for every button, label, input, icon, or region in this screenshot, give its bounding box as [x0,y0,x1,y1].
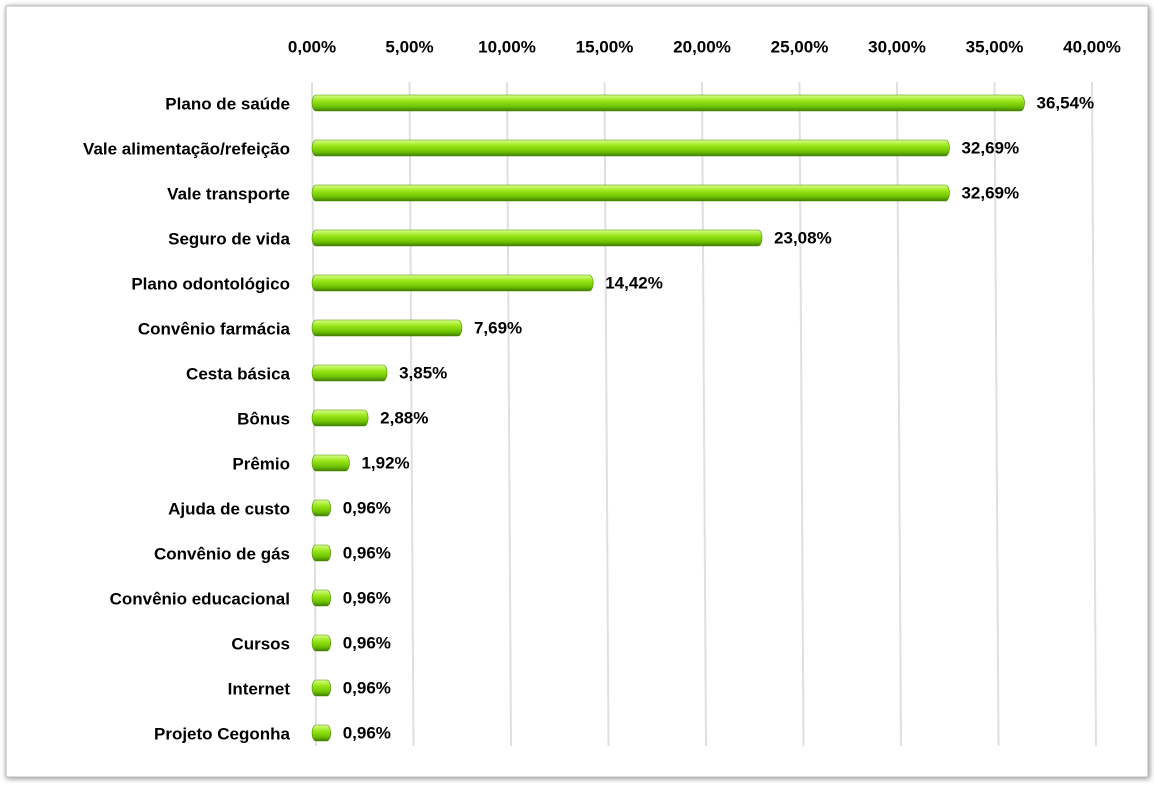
bar [311,229,763,247]
y-tick-label: Convênio educacional [110,589,290,608]
bar [311,679,332,697]
bar [311,724,332,742]
y-tick-label: Seguro de vida [168,229,290,248]
y-tick-label: Ajuda de custo [168,499,290,518]
y-tick-label: Internet [228,679,291,698]
bar [311,634,332,652]
y-tick-label: Plano odontológico [131,274,290,293]
y-tick-label: Bônus [237,409,290,428]
bar [311,409,369,427]
y-tick-label: Convênio farmácia [138,319,291,338]
x-tick-label: 30,00% [868,37,926,56]
data-label: 23,08% [774,228,832,247]
data-label: 32,69% [961,183,1019,202]
x-tick-label: 5,00% [385,37,433,56]
grid-line [1091,81,1097,747]
data-label: 7,69% [474,318,522,337]
data-label: 1,92% [361,453,409,472]
x-tick-label: 25,00% [771,37,829,56]
bar [311,319,463,337]
data-label: 0,96% [343,543,391,562]
data-label: 0,96% [343,633,391,652]
x-tick-label: 15,00% [576,37,634,56]
bar [311,184,950,202]
x-tick-label: 20,00% [673,37,731,56]
x-tick-label: 0,00% [288,37,336,56]
y-tick-label: Vale transporte [167,184,290,203]
data-label: 32,69% [961,138,1019,157]
bar [311,94,1025,112]
bar [311,274,594,292]
x-tick-label: 10,00% [478,37,536,56]
bar [311,544,332,562]
data-label: 3,85% [399,363,447,382]
data-label: 2,88% [380,408,428,427]
y-tick-label: Plano de saúde [165,94,290,113]
data-label: 36,54% [1037,93,1095,112]
y-tick-label: Prêmio [232,454,290,473]
data-label: 0,96% [343,723,391,742]
y-tick-label: Projeto Cegonha [154,724,291,743]
bar [311,139,950,157]
bar [311,364,388,382]
chart-frame [5,5,1149,778]
bar [311,499,332,517]
grid-line [993,81,1000,747]
bar [311,454,350,472]
y-tick-label: Vale alimentação/refeição [83,139,290,158]
data-label: 0,96% [343,678,391,697]
data-label: 14,42% [605,273,663,292]
y-tick-label: Cesta básica [186,364,290,383]
data-label: 0,96% [343,588,391,607]
data-label: 0,96% [343,498,391,517]
bar [311,589,332,607]
x-tick-label: 35,00% [966,37,1024,56]
y-tick-label: Cursos [231,634,290,653]
x-tick-label: 40,00% [1063,37,1121,56]
y-tick-label: Convênio de gás [154,544,290,563]
